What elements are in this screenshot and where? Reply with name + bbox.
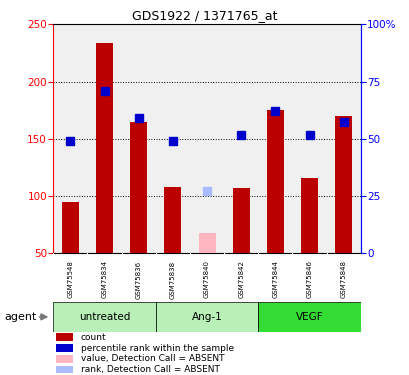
Text: GSM75838: GSM75838 (169, 260, 175, 299)
Text: count: count (81, 333, 106, 342)
Bar (266, 110, 283, 253)
Bar (62, 202, 79, 253)
Bar (300, 178, 317, 253)
Bar (53, 302, 155, 332)
Text: GSM75846: GSM75846 (306, 260, 312, 299)
Text: GSM75842: GSM75842 (238, 260, 244, 299)
Bar (164, 187, 181, 253)
Bar (56, 344, 73, 352)
Text: VEGF: VEGF (295, 312, 323, 322)
Text: GSM75834: GSM75834 (101, 260, 107, 299)
Text: GSM75548: GSM75548 (67, 260, 73, 299)
Text: GSM75844: GSM75844 (272, 260, 278, 299)
Text: GSM75848: GSM75848 (340, 260, 346, 299)
Text: GSM75840: GSM75840 (204, 260, 209, 299)
Bar (198, 232, 215, 253)
Text: Ang-1: Ang-1 (191, 312, 222, 322)
Text: agent: agent (4, 312, 36, 322)
Bar (56, 366, 73, 374)
Bar (96, 43, 113, 253)
Bar (56, 333, 73, 341)
Text: GSM75836: GSM75836 (135, 260, 142, 299)
Bar (232, 188, 249, 253)
Text: value, Detection Call = ABSENT: value, Detection Call = ABSENT (81, 354, 224, 363)
Text: GDS1922 / 1371765_at: GDS1922 / 1371765_at (132, 9, 277, 22)
Text: percentile rank within the sample: percentile rank within the sample (81, 344, 234, 352)
Bar (130, 122, 147, 253)
Bar (258, 302, 360, 332)
Bar (334, 116, 351, 253)
Bar (155, 302, 258, 332)
Bar (56, 355, 73, 363)
Text: untreated: untreated (79, 312, 130, 322)
Text: rank, Detection Call = ABSENT: rank, Detection Call = ABSENT (81, 365, 219, 374)
